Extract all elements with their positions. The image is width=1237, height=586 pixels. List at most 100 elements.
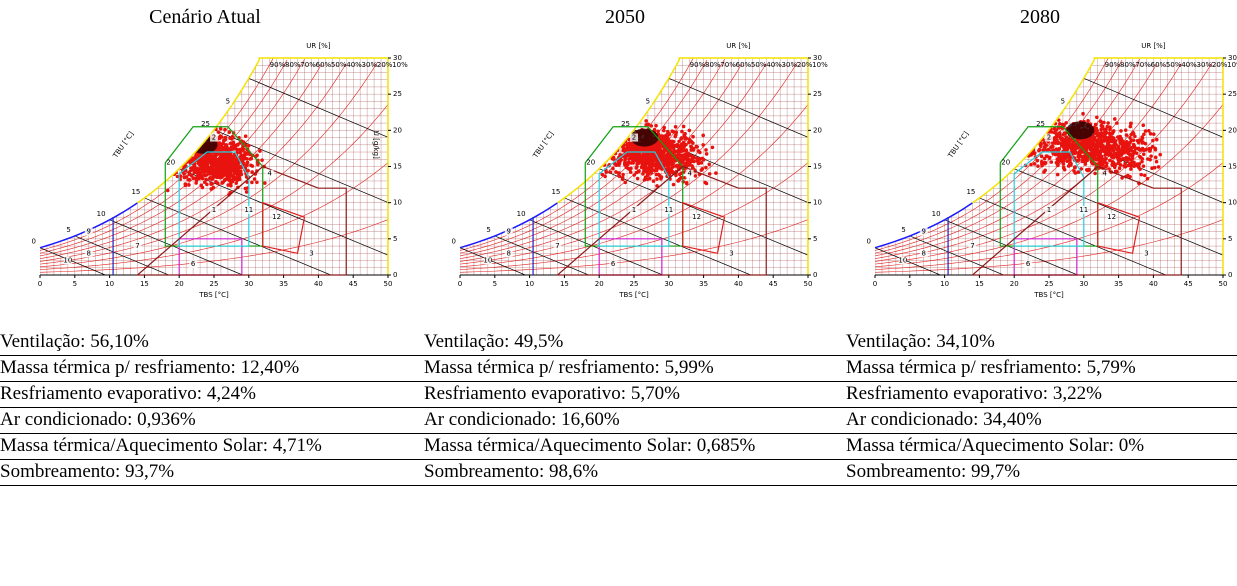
zone-label: 7	[555, 242, 559, 250]
cloud-dot	[670, 129, 675, 134]
cloud-dot	[1036, 164, 1040, 168]
zone-boundary	[135, 165, 347, 276]
cloud-dot	[604, 142, 609, 146]
cloud-dot	[654, 172, 659, 177]
cloud-dot	[182, 172, 186, 176]
panel: 2050 1 2 3 4 5 6 7 8 9 10 11 12 0 5 10 15 20 25 30 35 40 45 50 0…	[420, 0, 830, 305]
cloud-dot	[704, 165, 708, 170]
cloud-dot	[626, 162, 630, 167]
wet-bulb-line	[979, 197, 1166, 275]
cloud-dot	[191, 145, 196, 150]
cloud-dot	[1128, 161, 1132, 166]
cloud-dot	[1131, 138, 1136, 143]
cloud-dot	[1062, 131, 1067, 135]
cloud-dot	[204, 173, 209, 177]
cloud-dot	[1143, 129, 1148, 133]
cloud-dot	[1098, 153, 1102, 158]
saturation-curve	[137, 57, 389, 275]
cloud-dot	[655, 177, 659, 181]
zone-boundary	[1013, 151, 1085, 247]
cloud-dot	[1126, 151, 1130, 156]
wb-tick-label: 0	[452, 238, 456, 246]
cloud-dot	[181, 150, 186, 154]
cloud-dot	[190, 139, 194, 144]
cloud-dot	[1056, 141, 1060, 146]
zone-boundary	[178, 238, 243, 276]
cloud-dot	[220, 174, 225, 178]
wb-tick-label: 0	[867, 238, 871, 246]
cloud-dot	[648, 163, 652, 168]
cloud-dot	[669, 161, 673, 165]
cloud-dot	[627, 143, 632, 147]
cloud-dot	[628, 167, 632, 172]
zone-label-bg	[84, 249, 93, 258]
rh-tick-label: 10%	[392, 61, 408, 69]
cloud-dot	[189, 168, 194, 172]
cloud-dot	[1087, 168, 1091, 172]
cloud-core	[630, 128, 659, 147]
cloud-dot	[198, 137, 202, 142]
zone-label-bg	[553, 242, 562, 251]
cloud-dot	[656, 161, 661, 166]
cloud-dot	[1091, 155, 1096, 159]
cloud-dot	[662, 139, 666, 143]
cloud-dot	[1142, 148, 1146, 153]
cloud-dot	[1102, 160, 1106, 165]
zone-label: 8	[86, 249, 90, 257]
cloud-dot	[1116, 135, 1120, 139]
table-cell: Massa térmica/Aquecimento Solar: 4,71%	[0, 435, 322, 456]
cloud-dot	[694, 144, 699, 149]
cloud-dot	[190, 146, 195, 151]
cloud-dot	[662, 128, 666, 133]
zone-label-bg	[664, 205, 673, 214]
cloud-dot	[1057, 147, 1061, 151]
cloud-dot	[1141, 123, 1146, 128]
cloud-dot	[1043, 160, 1047, 165]
wet-bulb-line	[668, 78, 808, 138]
cloud-dot	[677, 177, 682, 182]
cloud-dot	[1023, 134, 1028, 139]
cloud-dot	[240, 147, 245, 151]
x-tick-label: 40	[734, 280, 743, 288]
cloud-dot	[219, 143, 224, 148]
wet-bulb-line	[564, 197, 751, 275]
cloud-dot	[1072, 169, 1076, 173]
panel: 2080 1 2 3 4 5 6 7 8 9 10 11 12 0 5 10 15 20 25 30 35 40 45 50 0…	[835, 0, 1237, 305]
cloud-dot	[1095, 150, 1100, 155]
cloud-dot	[656, 141, 661, 145]
cloud-dot	[1115, 169, 1119, 174]
wet-bulb-line	[494, 235, 589, 275]
wet-bulb-line	[179, 168, 388, 256]
wb-tick-label: 0	[32, 238, 36, 246]
cloud-dot	[186, 178, 191, 182]
cloud-dot	[1094, 158, 1099, 162]
zone-label: 3	[1144, 249, 1148, 257]
cloud-dot	[1053, 127, 1057, 131]
cloud-dot	[674, 130, 679, 135]
zone-label-bg	[133, 242, 142, 251]
cloud-dot	[1118, 158, 1123, 163]
cloud-dot	[236, 143, 240, 147]
zone-label-bg	[189, 260, 198, 269]
cloud-dot	[1053, 152, 1057, 157]
cloud-dot	[1093, 122, 1098, 127]
rh-curve	[40, 162, 388, 270]
x-tick-label: 5	[908, 280, 912, 288]
cloud-dot	[1124, 133, 1129, 137]
zone-label-bg	[727, 249, 736, 258]
cloud-dot	[1081, 111, 1085, 116]
cloud-dot	[198, 138, 203, 143]
x-tick-label: 45	[349, 280, 358, 288]
cloud-dot	[1141, 152, 1146, 157]
cloud-dot	[194, 145, 198, 149]
zone-label-bg	[483, 256, 492, 265]
cloud-dot	[649, 124, 654, 128]
cloud-dot	[1028, 139, 1032, 143]
wb-tick-label: 5	[486, 226, 490, 234]
cloud-dot	[1094, 138, 1099, 143]
zone-label-bg	[898, 256, 907, 265]
zone-label: 1	[212, 206, 216, 214]
zone-label: 5	[1061, 97, 1065, 105]
